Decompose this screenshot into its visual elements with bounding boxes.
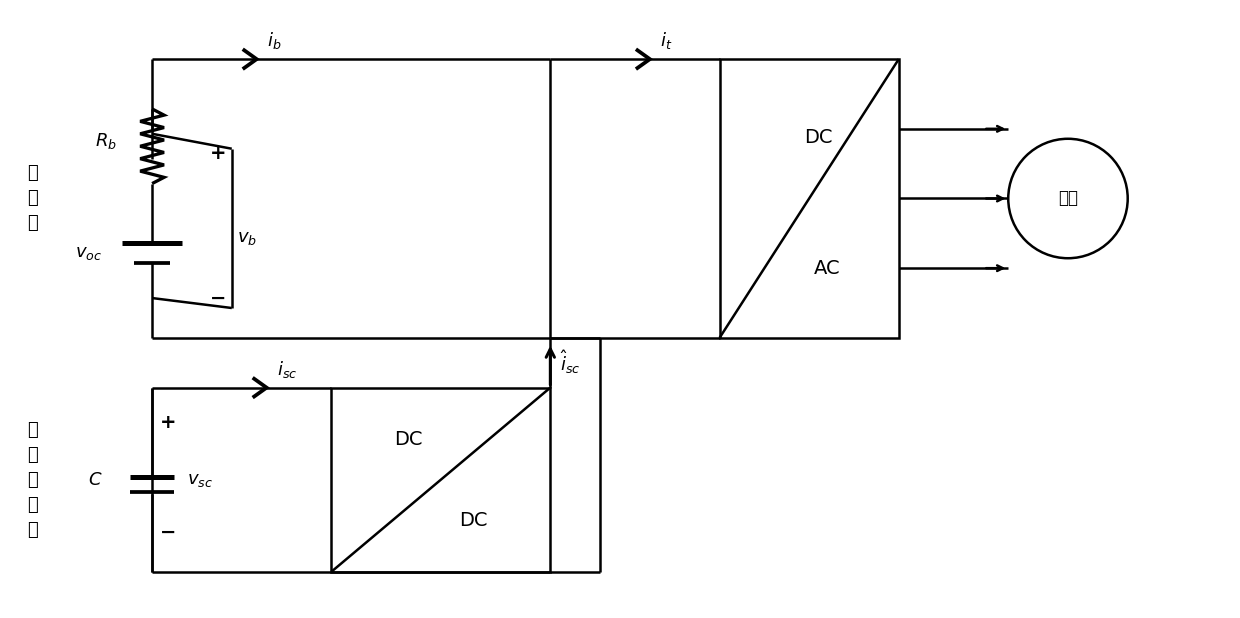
Text: $v_{oc}$: $v_{oc}$ (76, 244, 103, 262)
Bar (331, 387, 551, 572)
Text: $i_t$: $i_t$ (660, 30, 672, 51)
Text: 超
级
电
容
器: 超 级 电 容 器 (27, 421, 38, 539)
Text: $C$: $C$ (88, 471, 103, 489)
Text: +: + (160, 413, 176, 432)
Text: $i_b$: $i_b$ (267, 30, 281, 51)
Text: −: − (211, 289, 227, 308)
Text: $R_b$: $R_b$ (95, 131, 118, 151)
Text: −: − (160, 522, 176, 541)
Text: $v_b$: $v_b$ (237, 229, 257, 247)
Text: DC: DC (459, 510, 487, 530)
Text: AC: AC (813, 259, 841, 277)
Circle shape (1008, 139, 1127, 258)
Text: DC: DC (394, 430, 422, 449)
Text: 电机: 电机 (1058, 190, 1078, 208)
Bar (719, 59, 899, 338)
Text: +: + (211, 144, 227, 163)
Text: $v_{sc}$: $v_{sc}$ (187, 471, 213, 489)
Text: DC: DC (804, 128, 832, 146)
Text: $i_{sc}$: $i_{sc}$ (277, 358, 296, 379)
Text: $\hat{i}_{sc}$: $\hat{i}_{sc}$ (560, 348, 580, 376)
Text: 蓄
电
池: 蓄 电 池 (27, 164, 38, 232)
